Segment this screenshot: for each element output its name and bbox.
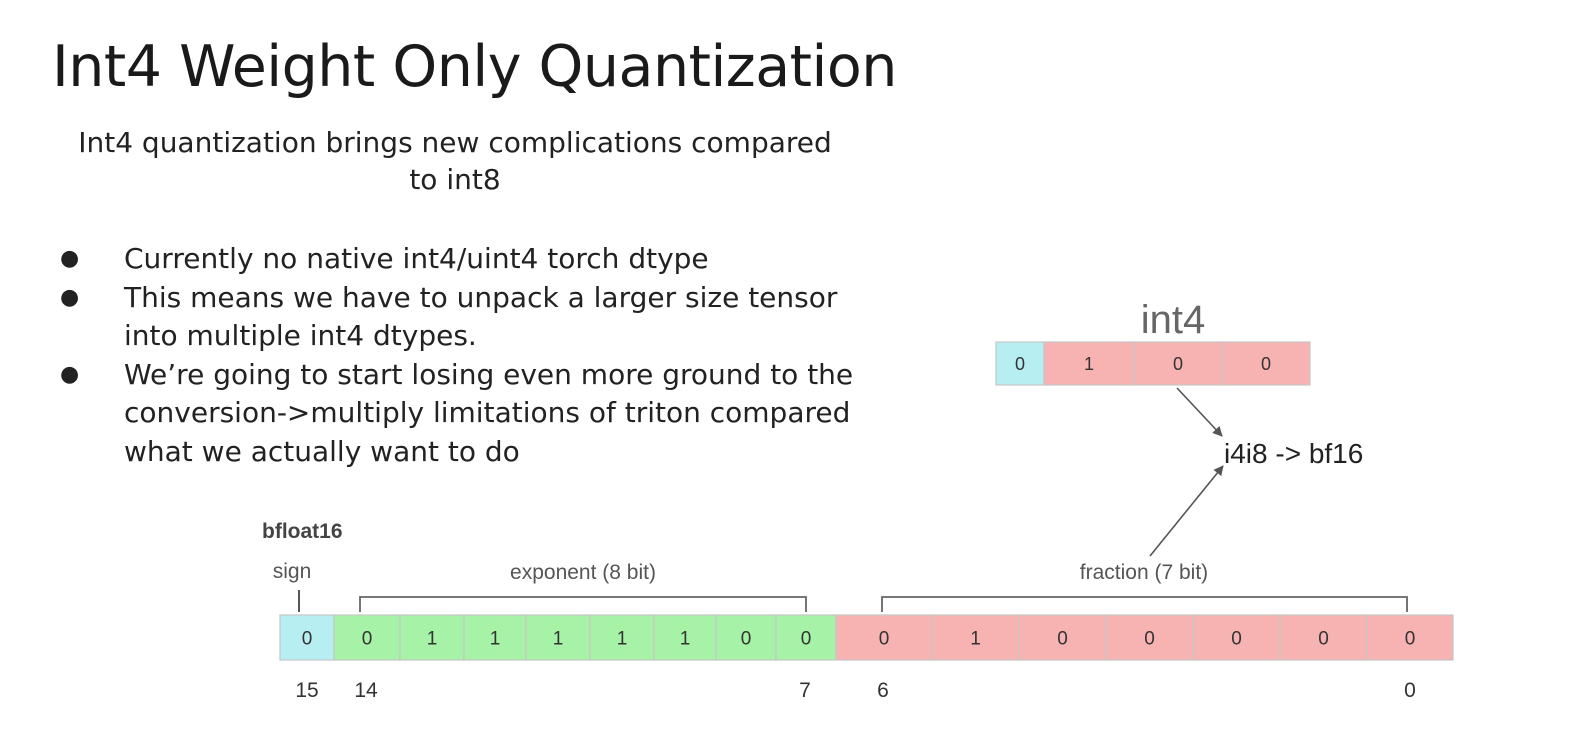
bfloat16-bit-row: 0 0 1 1 1 1 1 0 0 0 1 0 0 0 0 0 [279, 614, 1454, 661]
bit-value: 0 [1405, 628, 1416, 649]
bit-cell [1043, 341, 1135, 386]
bit-value: 0 [1144, 628, 1155, 649]
bullet-text: We’re going to start losing even more gr… [124, 357, 854, 468]
bit-value: 0 [1261, 354, 1271, 374]
conversion-label: i4i8 -> bf16 [1224, 438, 1363, 469]
bullet-item: ● This means we have to unpack a larger … [56, 279, 876, 356]
fraction-label: fraction (7 bit) [1080, 561, 1208, 584]
int4-bit-row: 0 1 0 0 [995, 341, 1311, 386]
bit-index-label: 0 [1404, 679, 1416, 702]
bit-cell [995, 341, 1045, 386]
bit-index-label: 14 [354, 679, 378, 702]
bit-value: 1 [427, 628, 438, 649]
exponent-bracket [359, 596, 807, 612]
int4-label: int4 [1141, 298, 1206, 342]
bit-cell [1105, 614, 1194, 661]
int4-to-conversion-arrow [1176, 387, 1223, 437]
bit-value: 1 [680, 628, 691, 649]
bit-cell [1279, 614, 1368, 661]
sign-label: sign [273, 560, 312, 583]
bullet-item: ● We’re going to start losing even more … [56, 356, 876, 472]
fraction-to-conversion-arrow [1149, 465, 1224, 557]
slide-title: Int4 Weight Only Quantization [52, 34, 897, 100]
bullet-dot-icon: ● [60, 284, 80, 310]
bullet-text: This means we have to unpack a larger si… [124, 280, 838, 353]
bit-cell [931, 614, 1020, 661]
bullet-dot-icon: ● [60, 361, 80, 387]
bit-value: 0 [1318, 628, 1329, 649]
bit-cell [1192, 614, 1281, 661]
bit-value: 1 [617, 628, 628, 649]
bit-value: 0 [302, 628, 313, 649]
bit-index-label: 7 [799, 679, 811, 702]
bullet-text: Currently no native int4/uint4 torch dty… [124, 242, 709, 275]
bit-cell [835, 614, 933, 661]
bullet-dot-icon: ● [60, 246, 80, 271]
fraction-bracket [881, 596, 1408, 612]
bit-index-label: 6 [877, 679, 889, 702]
bit-value: 0 [879, 628, 890, 649]
bit-value: 0 [801, 628, 812, 649]
bit-value: 0 [1173, 354, 1183, 374]
bit-cell [1133, 341, 1223, 386]
bit-value: 0 [1057, 628, 1068, 649]
bit-cell [399, 614, 465, 661]
bit-value: 1 [970, 628, 981, 649]
subtitle-line-2: to int8 [409, 163, 501, 196]
bit-value: 1 [1084, 354, 1094, 374]
bullet-item: ● Currently no native int4/uint4 torch d… [56, 240, 876, 279]
bfloat16-label: bfloat16 [262, 520, 343, 543]
bit-value: 0 [362, 628, 373, 649]
bit-value: 0 [1231, 628, 1242, 649]
subtitle-line-1: Int4 quantization brings new complicatio… [78, 126, 832, 159]
slide-subtitle: Int4 quantization brings new complicatio… [30, 124, 880, 198]
bit-cell [525, 614, 591, 661]
bit-index-label: 15 [295, 679, 318, 702]
bit-cell [1221, 341, 1311, 386]
bit-value: 0 [1015, 354, 1025, 374]
bit-value: 0 [741, 628, 752, 649]
bit-cell [653, 614, 717, 661]
exponent-label: exponent (8 bit) [510, 561, 656, 584]
bit-cell [1366, 614, 1454, 661]
bit-cell [715, 614, 777, 661]
bit-value: 1 [553, 628, 564, 649]
bullet-list: ● Currently no native int4/uint4 torch d… [56, 240, 876, 471]
bit-value: 1 [490, 628, 501, 649]
